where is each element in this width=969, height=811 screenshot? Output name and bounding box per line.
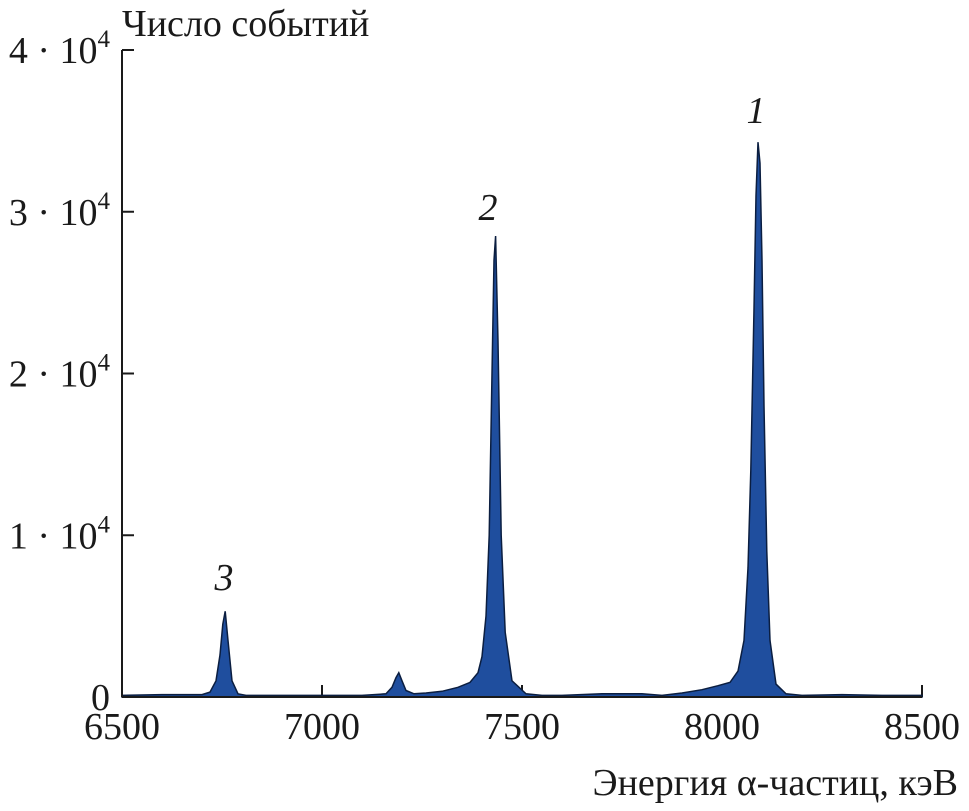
x-tick-label: 6500 — [84, 706, 160, 748]
y-tick-mantissa: 0 — [91, 677, 110, 719]
peak-label: 2 — [479, 187, 498, 229]
y-tick-label: 4 · 104 — [9, 26, 111, 72]
y-axis-title: Число событий — [122, 3, 369, 45]
y-tick-exponent: 4 — [98, 350, 111, 377]
x-axis-title: Энергия α-частиц, кэВ — [593, 762, 959, 804]
y-tick-label: 0 — [91, 677, 110, 719]
x-tick-label: 8500 — [884, 706, 960, 748]
peak-label: 3 — [214, 557, 234, 599]
y-tick-mantissa: 1 · 10 — [9, 515, 98, 557]
y-tick-mantissa: 2 · 10 — [9, 354, 98, 396]
peak-label: 1 — [747, 90, 766, 132]
x-tick-label: 8000 — [684, 706, 760, 748]
x-ticks: 6500 7000 7500 8000 8500 — [84, 685, 960, 748]
y-tick-label: 3 · 104 — [9, 188, 111, 234]
y-tick-mantissa: 4 · 10 — [9, 30, 98, 72]
peak-labels: 1 2 3 — [214, 90, 766, 599]
y-tick-label: 2 · 104 — [9, 350, 111, 396]
y-axis-title-group: Число событий — [122, 3, 369, 45]
y-tick-label: 1 · 104 — [9, 511, 111, 557]
y-tick-exponent: 4 — [98, 511, 111, 538]
y-tick-mantissa: 3 · 10 — [9, 192, 98, 234]
y-tick-exponent: 4 — [98, 26, 111, 53]
x-tick-label: 7500 — [484, 706, 560, 748]
x-tick-label: 7000 — [284, 706, 360, 748]
spectrum-area — [121, 142, 923, 698]
y-tick-exponent: 4 — [98, 188, 111, 215]
